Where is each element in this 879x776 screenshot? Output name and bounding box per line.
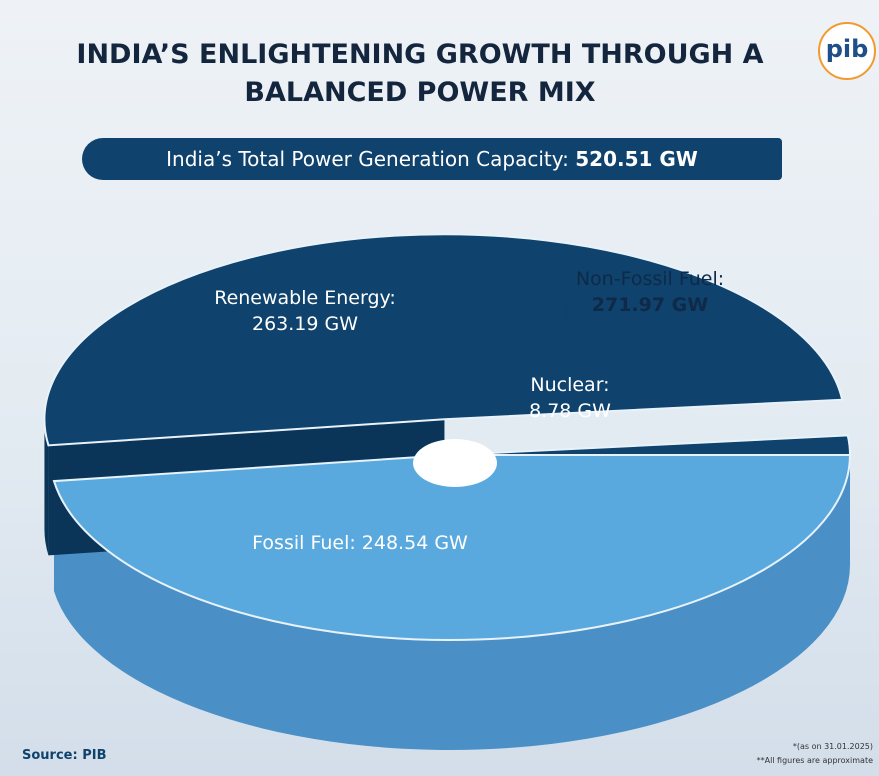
- category-label: Nuclear:: [530, 374, 609, 396]
- slice-label: Fossil Fuel: 248.54 GW: [150, 530, 570, 556]
- value-label: 8.78 GW: [529, 400, 611, 422]
- group-value: 271.97 GW: [540, 292, 760, 318]
- note: **All figures are approximate: [757, 756, 873, 765]
- title: INDIA’S ENLIGHTENING GROWTH THROUGH A BA…: [60, 36, 780, 112]
- slice-label: Renewable Energy: 263.19 GW: [195, 285, 415, 337]
- logo: pib: [818, 22, 876, 80]
- group-name: Non-Fossil Fuel:: [540, 266, 760, 292]
- value-label: 263.19 GW: [252, 313, 358, 335]
- slice-label: Nuclear: 8.78 GW: [480, 372, 660, 424]
- category-label: Fossil Fuel:: [252, 532, 356, 554]
- banner-text: India’s Total Power Generation Capacity:: [166, 147, 569, 171]
- center-hole: [413, 439, 497, 487]
- category-label: Renewable Energy:: [214, 287, 396, 309]
- banner-total: 520.51 GW: [575, 147, 698, 171]
- infographic: INDIA’S ENLIGHTENING GROWTH THROUGH A BA…: [0, 0, 879, 776]
- value-label: 248.54 GW: [362, 532, 468, 554]
- pie-chart: [0, 0, 879, 776]
- note: *(as on 31.01.2025): [793, 742, 873, 751]
- banner: India’s Total Power Generation Capacity:…: [82, 138, 782, 180]
- slice: [450, 435, 850, 455]
- group-label: Non-Fossil Fuel:271.97 GW: [540, 266, 760, 318]
- source: Source: PIB: [22, 748, 106, 763]
